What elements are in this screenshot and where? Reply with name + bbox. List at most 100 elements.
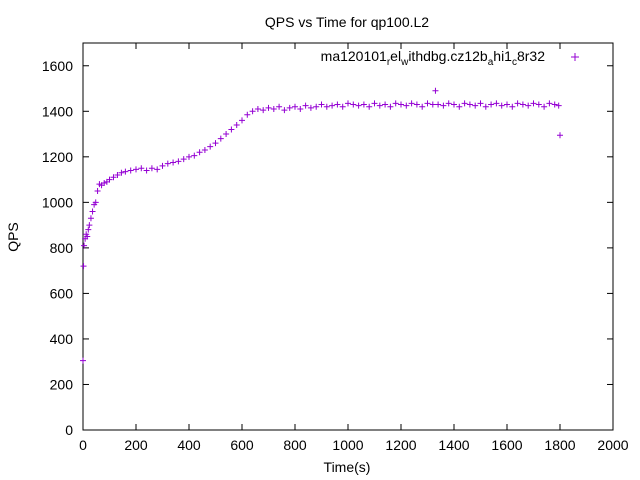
data-point — [541, 103, 548, 110]
data-point — [350, 101, 357, 108]
data-point — [148, 165, 155, 172]
legend-label: ma120101relwithdbg.cz12bahi1c8r32 — [321, 48, 546, 68]
data-point — [133, 166, 139, 173]
legend-label-part: 8r32 — [517, 48, 545, 64]
data-point — [477, 100, 484, 107]
data-point — [525, 102, 532, 109]
x-tick-label: 2000 — [597, 437, 628, 453]
data-point — [403, 102, 410, 109]
data-point — [106, 176, 113, 183]
data-point — [345, 100, 351, 107]
data-point — [355, 102, 362, 109]
data-point — [307, 104, 314, 111]
data-point — [217, 135, 224, 142]
data-point — [281, 107, 288, 114]
data-point — [84, 233, 91, 240]
data-point — [233, 121, 240, 128]
data-point — [472, 102, 479, 109]
data-point — [555, 102, 562, 109]
data-point — [398, 101, 404, 108]
y-tick-label: 1400 — [42, 103, 73, 119]
data-point — [122, 168, 129, 175]
x-axis-label: Time(s) — [324, 459, 371, 475]
data-point — [94, 187, 101, 194]
data-point — [265, 104, 272, 111]
data-point — [276, 103, 283, 110]
data-point — [223, 131, 230, 138]
data-point — [180, 156, 187, 163]
data-point — [488, 101, 495, 108]
legend-label-part: ma120101 — [321, 48, 387, 64]
data-point — [154, 166, 161, 173]
data-point — [164, 160, 171, 167]
data-point — [239, 117, 245, 124]
data-point — [546, 100, 553, 107]
data-point — [535, 101, 542, 108]
y-tick-label: 600 — [50, 285, 74, 301]
y-tick-label: 0 — [65, 422, 73, 438]
data-point — [87, 215, 94, 222]
data-point — [551, 101, 558, 108]
legend-label-part: el — [390, 48, 401, 64]
x-tick-label: 0 — [79, 437, 87, 453]
data-point — [110, 174, 117, 181]
data-point — [286, 104, 293, 111]
data-point — [360, 101, 367, 108]
x-tick-label: 200 — [124, 437, 148, 453]
y-tick-label: 1200 — [42, 149, 73, 165]
chart-title: QPS vs Time for qp100.L2 — [265, 14, 429, 30]
series-points — [80, 87, 563, 364]
data-point — [387, 103, 394, 110]
data-point — [143, 167, 150, 174]
data-point — [498, 102, 505, 109]
x-tick-label: 1400 — [438, 437, 469, 453]
y-tick-label: 1000 — [42, 194, 73, 210]
data-point — [80, 263, 87, 270]
data-point — [270, 106, 277, 113]
data-point — [297, 106, 304, 113]
x-tick-label: 600 — [230, 437, 254, 453]
data-point — [244, 111, 251, 118]
data-point — [175, 158, 182, 165]
data-point — [509, 103, 516, 110]
legend-label-subscript: a — [488, 57, 494, 68]
data-point — [329, 102, 336, 109]
x-tick-label: 1800 — [544, 437, 575, 453]
legend-label-subscript: w — [400, 57, 409, 68]
data-point — [89, 208, 96, 215]
data-point — [228, 126, 235, 133]
data-point — [432, 87, 439, 94]
data-point — [440, 102, 447, 109]
data-point — [466, 101, 473, 108]
data-point — [334, 101, 341, 108]
data-point — [254, 106, 261, 113]
data-point — [557, 132, 563, 139]
legend-label-part: hi1 — [493, 48, 512, 64]
data-point — [451, 101, 457, 108]
data-point — [114, 172, 121, 179]
y-tick-label: 200 — [50, 376, 74, 392]
data-point — [376, 102, 383, 109]
data-point — [445, 100, 452, 107]
data-point — [170, 159, 177, 166]
data-point — [514, 100, 521, 107]
x-axis: 0 200 400 600 800 1000 1200 1400 1600 1800 2000 — [79, 43, 629, 453]
data-point — [302, 102, 309, 109]
data-point — [366, 103, 373, 110]
data-point — [482, 103, 489, 110]
data-point — [504, 101, 510, 108]
data-point — [419, 103, 426, 110]
data-point — [118, 169, 125, 176]
data-point — [85, 226, 92, 233]
legend: ma120101relwithdbg.cz12bahi1c8r32 — [321, 48, 579, 68]
data-point — [80, 357, 86, 364]
data-point — [81, 242, 88, 249]
data-point — [186, 153, 192, 160]
data-point — [519, 101, 526, 108]
data-point — [207, 143, 214, 150]
x-tick-label: 1600 — [491, 437, 522, 453]
data-point — [249, 108, 256, 115]
x-tick-label: 800 — [283, 437, 307, 453]
data-point — [461, 100, 468, 107]
